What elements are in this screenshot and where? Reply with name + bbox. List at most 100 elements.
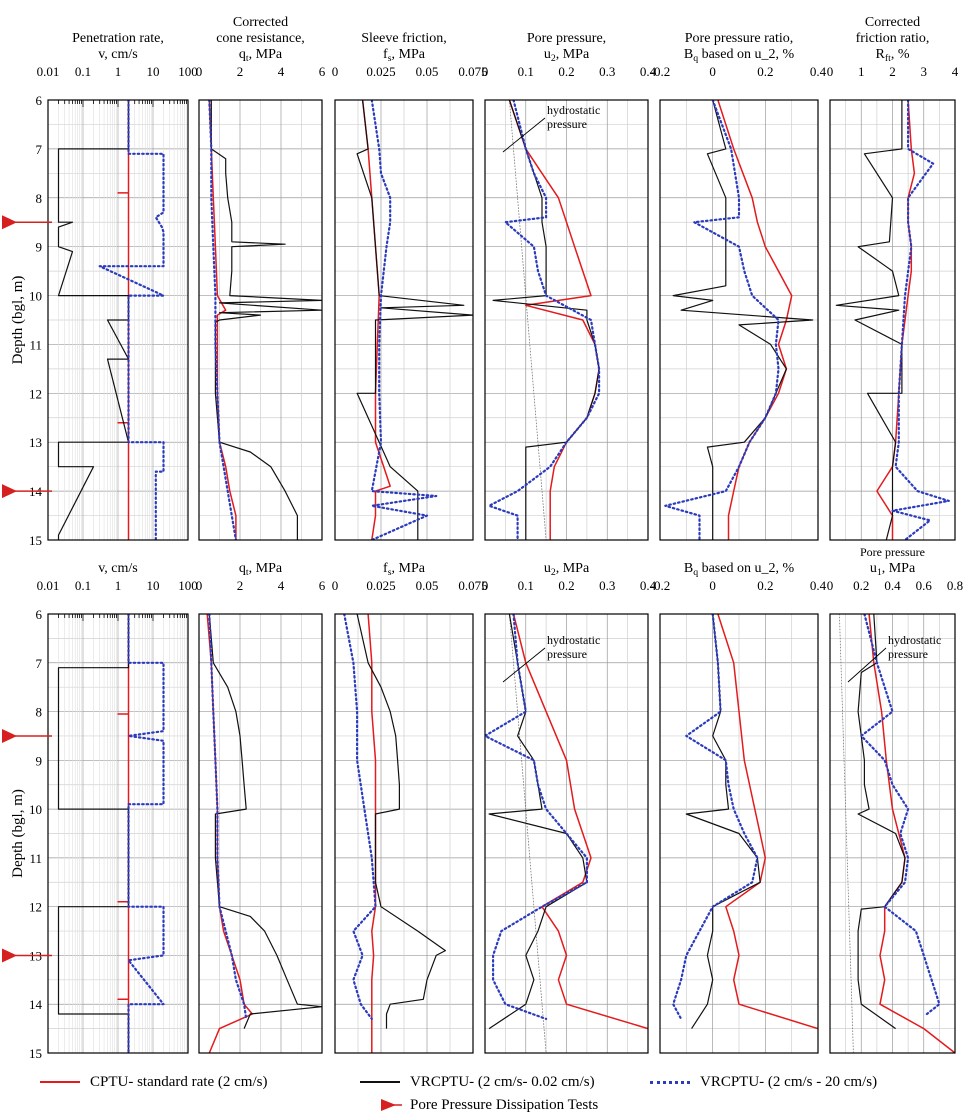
panel-header-text: Corrected <box>865 15 920 30</box>
x-tick-label: 0 <box>827 64 834 79</box>
legend: CPTU- standard rate (2 cm/s) VRCPTU- (2 … <box>0 1068 970 1117</box>
x-tick-label: 0.025 <box>366 64 395 79</box>
panel-bottom_row-3: 0 0.025 0.05 0.075 fs, MPa <box>332 561 488 1054</box>
legend-item-dissipation: Pore Pressure Dissipation Tests <box>380 1095 598 1115</box>
x-tick-label: 3 <box>921 64 928 79</box>
y-tick-label: 9 <box>36 240 43 255</box>
series-line-vr-fast <box>343 614 377 1021</box>
x-tick-label: 0 <box>196 64 203 79</box>
series-line-cptu <box>117 614 130 1053</box>
x-tick-label: 0.2 <box>558 64 574 79</box>
x-tick-label: 2 <box>237 578 244 593</box>
y-tick-label: 8 <box>36 191 43 206</box>
series-line-hydrostatic <box>508 614 547 1053</box>
x-tick-label: 0.3 <box>599 64 615 79</box>
x-tick-label: 0.2 <box>853 578 869 593</box>
panel-header-text: u2, MPa <box>544 47 590 64</box>
dissipation-marker-icon <box>2 484 17 499</box>
series-line-vr-slow <box>356 614 446 1029</box>
legend-item-vr-fast: VRCPTU- (2 cm/s - 20 cm/s) <box>650 1072 877 1092</box>
y-tick-label: 7 <box>36 656 43 671</box>
y-tick-label: 13 <box>29 435 42 450</box>
x-tick-label: 0 <box>709 578 716 593</box>
panel-top_row-5: -0.2 0 0.2 0.4 Pore pressure ratio,Bq based … <box>650 31 827 541</box>
series-line-hydrostatic <box>839 614 854 1053</box>
annotation-leader <box>502 117 546 153</box>
y-tick-label: 10 <box>29 289 42 304</box>
x-tick-label: 1 <box>115 578 122 593</box>
series-line-vr-slow <box>492 100 600 540</box>
series-line-vr-slow <box>208 614 322 1029</box>
x-tick-label: 0.4 <box>810 64 827 79</box>
panel-header-text: Sleeve friction, <box>361 31 447 46</box>
y-tick-label: 9 <box>36 753 43 768</box>
dissipation-marker-icon <box>2 215 17 230</box>
dissipation-marker-icon <box>2 728 17 743</box>
panel-frame <box>484 613 649 1054</box>
series-line-vr-slow <box>857 614 906 1030</box>
x-tick-label: 0.075 <box>458 578 487 593</box>
x-tick-label: 2 <box>237 64 244 79</box>
series-line-vr-slow <box>835 100 903 540</box>
y-tick-label: 14 <box>29 997 43 1012</box>
x-tick-label: 2 <box>889 64 896 79</box>
x-tick-label: 0.6 <box>916 578 933 593</box>
legend-item-vr-slow: VRCPTU- (2 cm/s- 0.02 cm/s) <box>360 1072 595 1092</box>
legend-item-cptu: CPTU- standard rate (2 cm/s) <box>40 1072 267 1092</box>
panel-header-text: fs, MPa <box>383 47 426 64</box>
x-tick-label: 6 <box>319 64 326 79</box>
panel-bottom_row-6: 0 0.2 0.4 0.6 0.8 Pore pressure u1, MPa <box>827 545 963 1054</box>
y-tick-label: 11 <box>29 337 42 352</box>
panel-header-text: cone resistance, <box>216 31 305 46</box>
panel-header-text: qt, MPa <box>239 561 283 578</box>
series-line-cptu <box>876 100 916 540</box>
x-tick-label: 0 <box>827 578 834 593</box>
x-tick-label: -0.2 <box>650 64 671 79</box>
y-tick-label: 6 <box>36 93 43 108</box>
series-line-vr-slow <box>672 100 814 540</box>
y-tick-label: 15 <box>29 1046 42 1061</box>
panel-header-text: u1, MPa <box>870 561 916 578</box>
x-tick-label: 10 <box>147 578 160 593</box>
x-tick-label: 0 <box>332 578 339 593</box>
x-tick-label: 0.1 <box>518 64 534 79</box>
x-tick-label: 0.4 <box>884 578 901 593</box>
y-tick-label: 10 <box>29 802 42 817</box>
series-line-cptu <box>717 100 793 540</box>
panel-header-text: Rft, % <box>876 47 910 64</box>
panel-top_row-3: 0 0.025 0.05 0.075 Sleeve friction,fs, MPa <box>332 31 488 541</box>
x-tick-label: 0.2 <box>757 578 773 593</box>
panel-frame <box>829 613 956 1054</box>
x-tick-label: 0 <box>196 578 203 593</box>
x-tick-label: 0.01 <box>37 64 60 79</box>
panel-frame <box>659 613 819 1054</box>
panel-header-text: v, cm/s <box>98 47 138 62</box>
x-tick-label: 10 <box>147 64 160 79</box>
y-tick-label: 12 <box>29 386 42 401</box>
x-tick-label: 4 <box>278 64 285 79</box>
x-tick-label: 0.8 <box>947 578 963 593</box>
panel-header-text: Penetration rate, <box>72 31 164 46</box>
legend-label-dissipation: Pore Pressure Dissipation Tests <box>410 1096 599 1113</box>
annotation-leader <box>847 647 887 683</box>
panel-bottom_row-5: -0.2 0 0.2 0.4 Bq based on u_2, % <box>650 561 827 1054</box>
series-line-vr-fast <box>208 100 237 540</box>
panel-frame <box>198 613 323 1054</box>
hydrostatic-annotation: pressure <box>888 647 928 661</box>
hydrostatic-annotation: pressure <box>547 117 587 131</box>
series-line-cptu <box>512 614 648 1030</box>
panel-top_row-1: 0.01 0.1 1 10 100 Penetration rate,v, cm/s <box>37 31 198 541</box>
panel-frame <box>659 99 819 541</box>
y-tick-label: 12 <box>29 900 42 915</box>
x-tick-label: 6 <box>319 578 326 593</box>
panel-header-text: qt, MPa <box>239 47 283 64</box>
series-line-vr-slow <box>356 100 473 540</box>
x-tick-label: 0.1 <box>75 578 91 593</box>
series-line-vr-fast <box>664 100 780 540</box>
legend-swatch-vr-slow <box>360 1081 400 1083</box>
panel-header-text: Pore pressure <box>860 545 925 559</box>
legend-label-vr-slow: VRCPTU- (2 cm/s- 0.02 cm/s) <box>410 1073 595 1090</box>
x-tick-label: 0.2 <box>757 64 773 79</box>
